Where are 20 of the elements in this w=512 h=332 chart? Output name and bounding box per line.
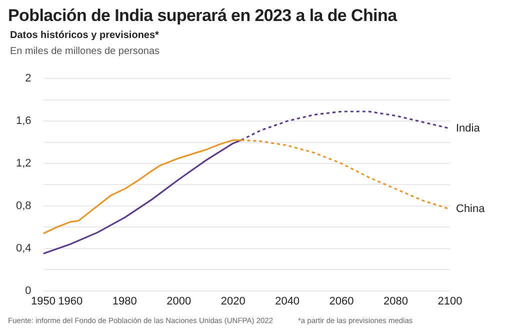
y-axis-title: En miles de millones de personas <box>10 46 160 57</box>
chart-subtitle: Datos históricos y previsiones* <box>10 30 159 41</box>
series-label: India <box>456 122 481 134</box>
x-tick-label: 1980 <box>112 295 137 308</box>
x-tick-label: 2080 <box>384 295 408 308</box>
chart-title: Población de India superará en 2023 a la de China <box>8 6 397 26</box>
x-tick-label: 2060 <box>329 295 354 308</box>
y-tick-label: 1,2 <box>16 158 32 170</box>
y-tick-label: 0,8 <box>16 200 32 212</box>
series-label: China <box>456 203 486 216</box>
x-tick-label: 1950 <box>31 295 56 308</box>
x-tick-label: 2000 <box>166 295 192 308</box>
y-tick-label: 1,6 <box>16 115 32 128</box>
x-tick-label: 1960 <box>58 295 83 308</box>
y-tick-label: 0,4 <box>16 242 32 254</box>
y-tick-label: 2 <box>25 72 32 85</box>
x-tick-label: 2100 <box>438 295 462 308</box>
y-tick-label: 0 <box>25 284 32 297</box>
x-tick-label: 2040 <box>275 295 300 308</box>
x-tick-label: 2020 <box>220 295 246 308</box>
